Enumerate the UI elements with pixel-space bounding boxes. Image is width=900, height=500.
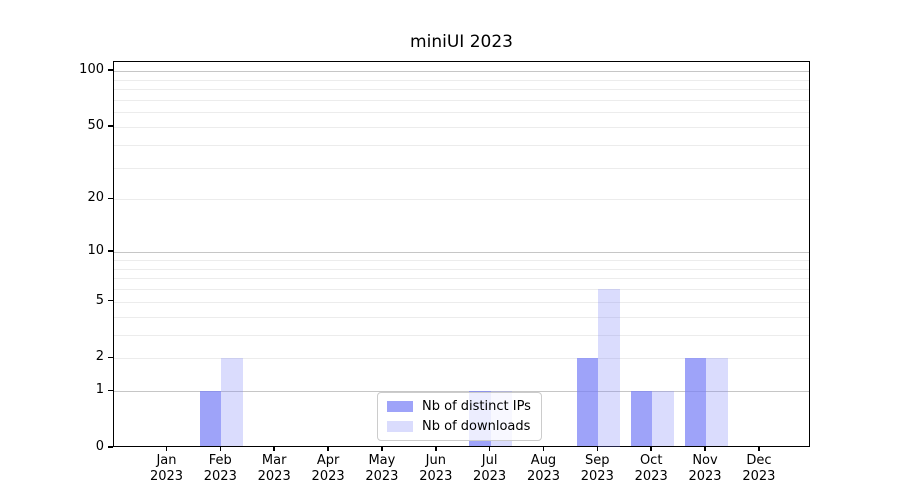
y-tick-label: 0 — [95, 439, 104, 454]
bar-downloads — [706, 358, 728, 447]
legend: Nb of distinct IPs Nb of downloads — [377, 392, 542, 441]
y-tick-label: 5 — [95, 292, 104, 308]
major-gridline — [114, 252, 809, 254]
x-tick-label: May 2023 — [365, 453, 399, 484]
minor-gridline — [114, 268, 809, 270]
bar-distinct-ips — [576, 358, 599, 447]
legend-swatch — [387, 421, 413, 432]
x-tick-label: Aug 2023 — [526, 453, 561, 484]
bar-distinct-ips — [630, 391, 653, 447]
bar-downloads — [652, 391, 674, 447]
x-tick-label: Jun 2023 — [419, 453, 453, 484]
minor-gridline — [114, 289, 809, 290]
y-tick-mark — [108, 299, 113, 302]
y-tick-mark — [108, 446, 113, 448]
minor-gridline — [114, 259, 809, 261]
plot-area: Nb of distinct IPs Nb of downloads — [113, 61, 810, 447]
x-tick-mark — [381, 447, 383, 451]
legend-item: Nb of downloads — [387, 419, 531, 434]
major-gridline — [114, 391, 809, 393]
x-tick-mark — [165, 447, 168, 451]
x-tick-mark — [219, 447, 222, 451]
minor-gridline — [114, 358, 809, 360]
minor-gridline — [114, 278, 809, 280]
y-tick-label: 20 — [87, 190, 104, 206]
y-tick-mark — [108, 125, 113, 127]
bar-downloads — [598, 289, 620, 447]
x-tick-mark — [327, 447, 329, 451]
x-tick-mark — [758, 447, 760, 451]
bar-downloads — [221, 358, 243, 447]
bar-distinct-ips — [684, 358, 706, 447]
y-tick-label: 2 — [95, 349, 104, 365]
x-tick-label: Feb 2023 — [203, 453, 237, 484]
x-tick-label: Mar 2023 — [257, 453, 291, 484]
y-tick-mark — [108, 69, 113, 71]
x-tick-label: Apr 2023 — [311, 453, 345, 484]
x-tick-label: Jan 2023 — [149, 453, 184, 484]
x-tick-label: Dec 2023 — [742, 453, 776, 484]
chart-title: miniUI 2023 — [410, 32, 513, 52]
x-tick-mark — [596, 447, 598, 451]
y-tick-label: 50 — [87, 117, 104, 133]
y-tick-label: 100 — [79, 62, 104, 77]
minor-gridline — [114, 199, 809, 201]
y-tick-mark — [108, 389, 113, 392]
x-tick-label: Oct 2023 — [634, 453, 668, 484]
minor-gridline — [114, 89, 809, 90]
minor-gridline — [114, 167, 809, 169]
minor-gridline — [114, 301, 809, 303]
x-tick-mark — [542, 447, 545, 451]
x-tick-label: Jul 2023 — [473, 453, 507, 484]
x-tick-label: Sep 2023 — [580, 453, 614, 484]
minor-gridline — [114, 79, 809, 81]
major-gridline — [114, 71, 809, 72]
y-tick-label: 1 — [95, 382, 104, 398]
y-tick-mark — [108, 356, 113, 358]
minor-gridline — [114, 334, 809, 336]
x-tick-mark — [650, 447, 652, 451]
x-tick-label: Nov 2023 — [688, 453, 722, 484]
minor-gridline — [114, 126, 809, 128]
y-tick-label: 10 — [87, 243, 104, 259]
y-tick-mark — [108, 197, 113, 199]
x-tick-mark — [435, 447, 437, 451]
minor-gridline — [114, 316, 809, 318]
bar-distinct-ips — [199, 391, 222, 447]
minor-gridline — [114, 112, 809, 114]
minor-gridline — [114, 144, 809, 146]
minor-gridline — [114, 99, 809, 101]
y-tick-mark — [108, 250, 113, 252]
legend-label: Nb of distinct IPs — [422, 399, 531, 414]
x-tick-mark — [488, 447, 491, 451]
x-tick-mark — [273, 447, 275, 451]
legend-label: Nb of downloads — [422, 419, 531, 434]
legend-item: Nb of distinct IPs — [387, 399, 531, 414]
legend-swatch — [387, 401, 413, 412]
x-tick-mark — [704, 447, 706, 451]
